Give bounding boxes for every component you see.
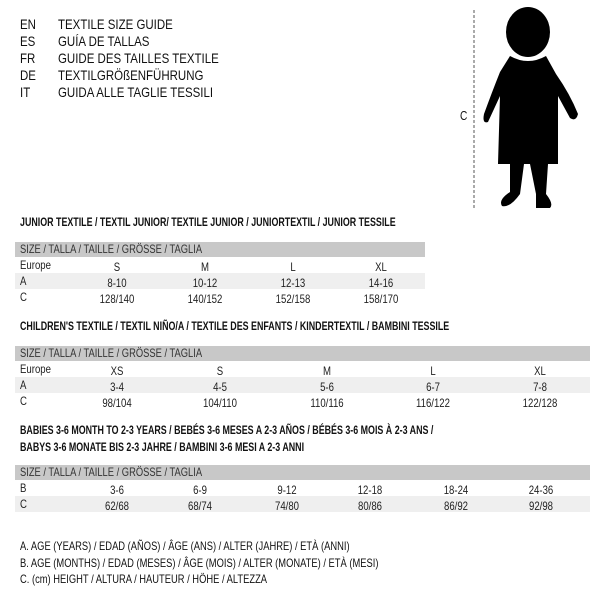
table-cell: 9-12: [277, 483, 297, 497]
table-cell: XL: [375, 260, 387, 274]
table-cell: 14-16: [368, 276, 394, 290]
language-code: ES: [20, 33, 36, 49]
child-silhouette-icon: [473, 7, 578, 210]
row-band: [15, 377, 590, 393]
table-cell: 12-18: [357, 483, 383, 497]
size-header: SIZE / TALLA / TAILLE / GRÖSSE / TAGLIA: [20, 465, 203, 479]
table-cell: 24-36: [528, 483, 554, 497]
table-cell: 6-9: [193, 483, 207, 497]
table-cell: 86/92: [443, 499, 469, 513]
row-label: Europe: [20, 362, 51, 376]
table-cell: 122/128: [522, 396, 558, 410]
language-code: FR: [20, 50, 36, 66]
row-label: A: [20, 378, 27, 392]
table-cell: 5-6: [320, 380, 334, 394]
size-header: SIZE / TALLA / TAILLE / GRÖSSE / TAGLIA: [20, 346, 203, 360]
table-cell: 104/110: [203, 396, 237, 410]
language-title: TEXTILGRÖßENFÜHRUNG: [58, 67, 204, 83]
table-cell: 74/80: [274, 499, 300, 513]
table-cell: 80/86: [357, 499, 383, 513]
row-label: A: [20, 274, 27, 288]
table-cell: 62/68: [104, 499, 130, 513]
table-cell: XL: [534, 364, 546, 378]
legend-item: A. AGE (YEARS) / EDAD (AÑOS) / ÂGE (ANS)…: [20, 539, 350, 553]
legend-item: B. AGE (MONTHS) / EDAD (MESES) / ÂGE (MO…: [20, 555, 379, 570]
table-cell: 6-7: [426, 380, 440, 394]
table-cell: 18-24: [443, 483, 469, 497]
table-cell: 12-13: [280, 276, 306, 290]
legend-item: C. (cm) HEIGHT / ALTURA / HAUTEUR / HÖHE…: [20, 572, 268, 586]
language-code: EN: [20, 16, 36, 32]
table-cell: 4-5: [213, 380, 227, 394]
language-code: IT: [20, 84, 31, 100]
height-label: C: [460, 108, 468, 123]
row-label: Europe: [20, 258, 51, 272]
table-title-line2: BABYS 3-6 MONATE BIS 2-3 JAHRE / BAMBINI…: [20, 440, 305, 454]
table-cell: 98/104: [102, 396, 132, 410]
table-cell: M: [201, 260, 209, 274]
table-title: CHILDREN'S TEXTILE / TEXTIL NIÑO/A / TEX…: [20, 319, 450, 333]
row-label: B: [20, 481, 27, 495]
row-band: [15, 273, 425, 289]
table-cell: 10-12: [192, 276, 218, 290]
table-cell: 8-10: [107, 276, 127, 290]
table-cell: M: [323, 364, 331, 378]
language-code: DE: [20, 67, 36, 83]
table-cell: 158/170: [363, 292, 399, 306]
size-header: SIZE / TALLA / TAILLE / GRÖSSE / TAGLIA: [20, 242, 203, 256]
size-header-bar: [15, 242, 425, 257]
table-title: JUNIOR TEXTILE / TEXTIL JUNIOR/ TEXTILE …: [20, 215, 396, 229]
table-cell: 3-4: [110, 380, 124, 394]
row-band: [15, 496, 590, 512]
table-cell: 68/74: [187, 499, 213, 513]
row-label: C: [20, 290, 27, 304]
table-cell: S: [216, 364, 224, 378]
language-title: TEXTILE SIZE GUIDE: [58, 16, 173, 32]
language-title: GUÍA DE TALLAS: [58, 33, 150, 49]
table-cell: 152/158: [275, 292, 311, 306]
size-header-bar: [15, 465, 590, 480]
language-title: GUIDE DES TAILLES TEXTILE: [58, 50, 219, 66]
table-title: BABIES 3-6 MONTH TO 2-3 YEARS / BEBÉS 3-…: [20, 423, 434, 437]
table-cell: 116/122: [416, 396, 450, 410]
table-cell: 92/98: [528, 499, 554, 513]
table-cell: L: [290, 260, 296, 274]
table-cell: 7-8: [533, 380, 547, 394]
table-cell: 110/116: [310, 396, 344, 410]
table-cell: XS: [110, 364, 124, 378]
table-cell: 3-6: [110, 483, 124, 497]
table-cell: 128/140: [99, 292, 135, 306]
row-label: C: [20, 497, 27, 511]
table-cell: 140/152: [187, 292, 223, 306]
size-header-bar: [15, 346, 590, 361]
table-cell: L: [430, 364, 436, 378]
table-cell: S: [113, 260, 121, 274]
language-title: GUIDA ALLE TAGLIE TESSILI: [58, 84, 214, 100]
row-label: C: [20, 394, 27, 408]
